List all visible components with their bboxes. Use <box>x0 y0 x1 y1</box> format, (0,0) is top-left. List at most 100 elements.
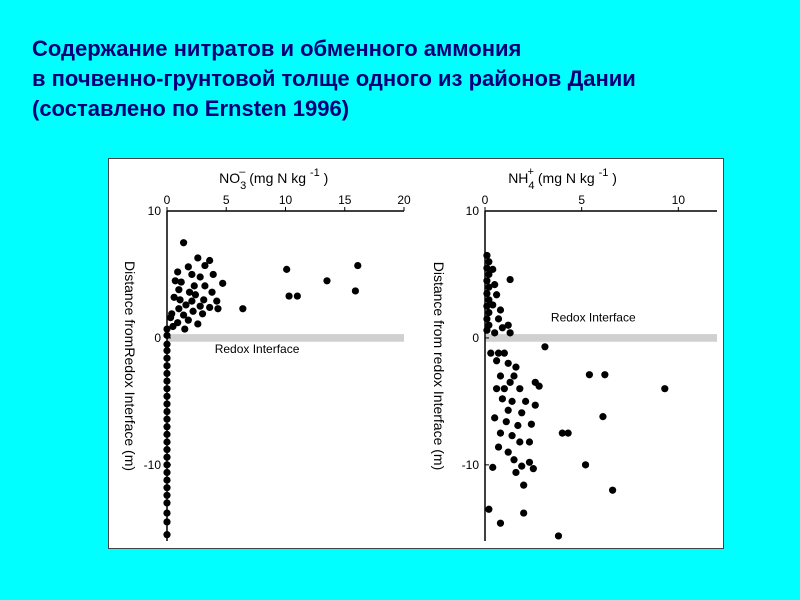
data-point <box>491 414 499 422</box>
data-point <box>209 270 217 279</box>
data-point <box>512 468 520 477</box>
data-point <box>493 385 501 393</box>
data-point <box>502 418 510 426</box>
data-point <box>181 325 189 333</box>
data-point <box>196 273 204 281</box>
data-point <box>194 320 202 328</box>
data-point <box>163 400 171 408</box>
x-axis-label-part: ) <box>608 170 617 186</box>
data-point <box>500 349 508 357</box>
data-point <box>323 277 331 285</box>
data-point <box>522 397 530 405</box>
data-point <box>174 268 182 276</box>
data-point <box>487 349 495 357</box>
data-point <box>163 491 171 499</box>
data-point <box>494 315 503 323</box>
title-line-3: (составлено по Ernsten 1996) <box>32 96 350 121</box>
data-point <box>494 443 503 451</box>
data-point <box>175 286 183 294</box>
data-point <box>354 261 362 270</box>
data-point <box>525 458 534 466</box>
x-tick-label: 5 <box>223 193 230 207</box>
data-point <box>506 275 514 284</box>
x-axis-label: NO3 – (mg N kg -1 ) <box>219 166 328 192</box>
data-point <box>219 279 227 287</box>
data-point <box>189 307 197 315</box>
data-point <box>163 340 171 348</box>
data-point <box>529 465 537 473</box>
x-axis-label-part: NO <box>219 170 240 186</box>
data-point <box>661 385 669 393</box>
x-tick-label: 10 <box>279 193 293 207</box>
data-point <box>163 509 171 517</box>
data-point <box>163 415 171 423</box>
y-tick-label: 10 <box>148 204 162 218</box>
data-point <box>201 261 209 270</box>
data-point <box>163 369 171 378</box>
data-point <box>516 385 524 393</box>
data-point <box>188 297 196 305</box>
title-line-2: в почвенно-грунтовой толще одного из рай… <box>32 66 636 91</box>
data-point <box>498 324 506 332</box>
data-point <box>198 310 207 318</box>
data-point <box>483 264 491 272</box>
data-point <box>504 406 512 414</box>
data-point <box>485 258 493 266</box>
x-tick-label: 0 <box>482 193 489 207</box>
data-point <box>163 331 171 339</box>
y-axis-label: Distance fromRedox Interface (m) <box>122 261 138 471</box>
data-point <box>170 293 178 301</box>
data-point <box>520 509 528 517</box>
data-point <box>508 397 516 405</box>
data-point <box>285 292 293 300</box>
x-axis-label-part: 4 <box>528 180 534 192</box>
data-point <box>163 325 171 333</box>
data-point <box>485 505 493 513</box>
data-point <box>541 343 549 351</box>
y-tick-label: -10 <box>144 458 162 472</box>
x-axis-label-part: -1 <box>599 167 609 179</box>
data-point <box>214 305 222 313</box>
x-axis-label-part: (mg N kg <box>534 170 599 186</box>
data-point <box>163 438 171 446</box>
data-point <box>554 532 563 540</box>
x-axis-label-part: 3 <box>240 180 246 192</box>
data-point <box>283 265 291 273</box>
redox-band <box>167 334 404 342</box>
data-point <box>496 306 505 314</box>
data-point <box>514 421 522 430</box>
x-tick-label: 15 <box>338 193 352 207</box>
data-point <box>518 409 526 417</box>
redox-annotation: Redox Interface <box>551 310 636 324</box>
data-point <box>206 256 214 265</box>
data-point <box>609 486 617 494</box>
data-point <box>201 282 209 290</box>
charts-svg: 0 5 10 15 20 10 0 -10 NO3– (mg N kg -1 ) Distance… <box>122 166 717 541</box>
data-point <box>163 446 171 454</box>
y-axis-label: Distance from redox Interface (m) <box>431 262 447 471</box>
data-point <box>163 461 171 469</box>
data-point <box>489 265 497 273</box>
y-tick-label: 0 <box>472 331 479 345</box>
data-point <box>293 292 301 300</box>
data-point <box>535 382 543 390</box>
x-axis-label-part: + <box>528 166 534 178</box>
data-point <box>163 430 171 438</box>
data-point <box>163 377 171 385</box>
data-point <box>206 303 214 312</box>
data-point <box>485 296 493 304</box>
data-point <box>179 239 188 247</box>
x-tick-label: 20 <box>397 193 411 207</box>
data-point <box>169 322 177 331</box>
data-point <box>601 371 609 379</box>
data-point <box>504 359 512 367</box>
data-point <box>489 463 497 471</box>
data-point <box>504 448 512 456</box>
data-point <box>510 372 518 380</box>
data-point <box>213 297 221 305</box>
data-point <box>520 481 528 489</box>
data-point <box>516 438 524 446</box>
data-point <box>564 429 572 437</box>
data-point <box>351 287 360 295</box>
data-point <box>194 254 202 262</box>
